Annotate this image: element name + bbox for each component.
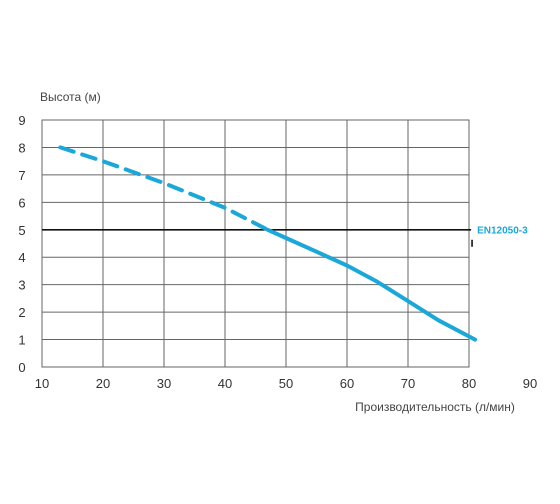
series-group	[58, 145, 478, 342]
x-tick-label: 90	[523, 376, 537, 391]
reference-line-label: EN12050-3	[477, 225, 528, 236]
x-tick-label: 30	[157, 376, 171, 391]
y-tick-label: 4	[18, 250, 25, 265]
y-tick-label: 0	[18, 360, 25, 375]
reference-line-group: EN12050-3	[42, 225, 528, 247]
x-tick-label: 10	[35, 376, 49, 391]
y-tick-label: 6	[18, 195, 25, 210]
y-axis-title: Высота (м)	[40, 90, 101, 104]
x-axis-title: Производительность (л/мин)	[355, 400, 515, 414]
x-tick-label: 60	[340, 376, 354, 391]
x-tick-label: 40	[218, 376, 232, 391]
x-tick-label: 70	[401, 376, 415, 391]
x-tick-label: 50	[279, 376, 293, 391]
y-tick-label: 7	[18, 168, 25, 183]
plot-frame	[41, 119, 470, 368]
y-tick-label: 1	[18, 333, 25, 348]
tick-labels: 10 20 30 40 50 60 70 80 90 0 1 2 3 4 5 6 7 8 9	[18, 113, 537, 391]
series-line-solid	[265, 227, 478, 342]
y-tick-label: 2	[18, 305, 25, 320]
series-line-dashed	[58, 145, 270, 232]
y-tick-label: 3	[18, 278, 25, 293]
grid	[41, 119, 470, 368]
y-tick-label: 9	[18, 113, 25, 128]
x-tick-label: 20	[96, 376, 110, 391]
y-tick-label: 8	[18, 140, 25, 155]
x-tick-label: 80	[462, 376, 476, 391]
y-tick-label: 5	[18, 223, 25, 238]
